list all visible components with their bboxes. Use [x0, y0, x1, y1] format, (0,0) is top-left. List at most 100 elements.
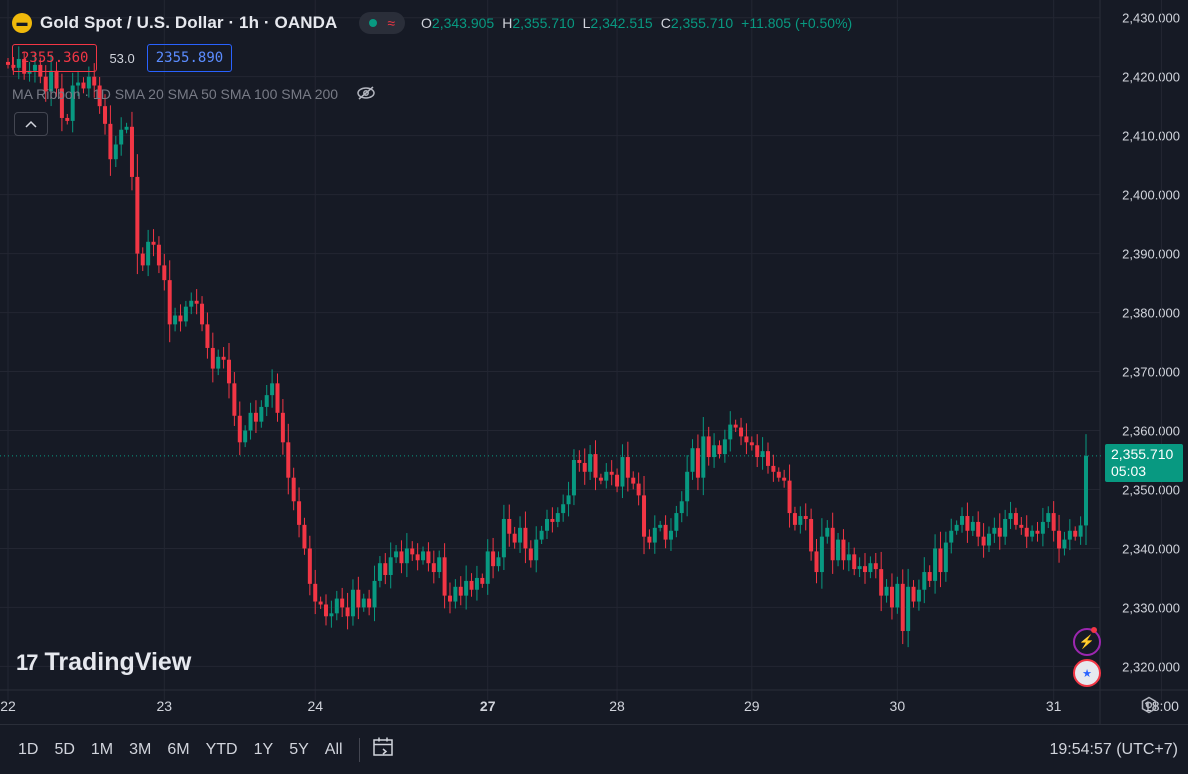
candle-body — [372, 580, 377, 608]
x-tick-label: 22 — [0, 698, 16, 714]
range-button-3m[interactable]: 3M — [129, 740, 152, 758]
ohlc-high-value: 2,355.710 — [512, 15, 575, 31]
candle-body — [1013, 513, 1018, 525]
lightning-icon[interactable]: ⚡ — [1073, 628, 1101, 656]
y-tick-label: 2,390.000 — [1122, 247, 1180, 262]
range-button-ytd[interactable]: YTD — [205, 740, 238, 758]
candle-body — [1035, 530, 1040, 534]
range-button-all[interactable]: All — [324, 740, 343, 758]
candle-body — [561, 504, 566, 514]
ohlc-low-key: L — [582, 15, 591, 31]
candle-body — [501, 518, 506, 558]
candle-body — [270, 383, 275, 396]
range-button-1m[interactable]: 1M — [90, 740, 114, 758]
buy-button[interactable]: 2355.890 — [146, 44, 233, 72]
candle-body — [512, 533, 517, 543]
candle-body — [318, 601, 323, 605]
range-button-6m[interactable]: 6M — [167, 740, 190, 758]
ohlc-close-key: C — [660, 15, 671, 31]
candle-body — [65, 117, 70, 121]
candle-body — [911, 586, 916, 602]
range-button-1y[interactable]: 1Y — [253, 740, 274, 758]
candle-body — [863, 566, 868, 573]
chevron-up-icon[interactable] — [14, 112, 48, 136]
ohlc-close-value: 2,355.710 — [670, 15, 734, 31]
candle-body — [1019, 524, 1024, 528]
candle-body — [97, 85, 102, 107]
y-tick-label: 2,380.000 — [1122, 306, 1180, 321]
range-button-1d[interactable]: 1D — [18, 740, 39, 758]
candle-body — [949, 530, 954, 543]
sell-button[interactable]: 2355.360 — [12, 44, 98, 72]
candle-body — [620, 457, 625, 487]
candle-body — [156, 244, 161, 266]
x-tick-label: 23 — [157, 698, 173, 714]
candle-body — [819, 536, 824, 573]
candle-body — [609, 471, 614, 475]
candle-body — [879, 569, 884, 596]
indicator-legend[interactable]: MA Ribbon · 1D SMA 20 SMA 50 SMA 100 SMA… — [12, 84, 376, 104]
y-tick-label: 2,410.000 — [1122, 129, 1180, 144]
calendar-range-icon[interactable] — [372, 736, 396, 763]
candle-body — [189, 300, 194, 307]
candle-body — [642, 495, 647, 537]
x-tick-label: 31 — [1046, 698, 1062, 714]
candle-body — [135, 176, 140, 254]
range-button-5y[interactable]: 5Y — [289, 740, 309, 758]
toolbar-divider — [358, 737, 360, 762]
candle-body — [280, 412, 285, 443]
gear-icon[interactable] — [1140, 696, 1158, 719]
notification-dot — [1091, 627, 1097, 633]
candle-body — [884, 586, 889, 596]
candle-body — [383, 563, 388, 575]
market-open-dot-icon — [369, 19, 378, 27]
candle-body — [291, 477, 296, 502]
candle-body — [825, 527, 830, 537]
us-flag-icon[interactable]: ★ — [1073, 659, 1101, 687]
y-tick-label: 2,400.000 — [1122, 188, 1180, 203]
candle-body — [377, 563, 382, 581]
ohlc-change: +11.805 (+0.50%) — [741, 15, 853, 31]
indicator-label[interactable]: MA Ribbon · 1D SMA 20 SMA 50 SMA 100 SMA… — [12, 86, 339, 102]
candle-body — [474, 577, 479, 590]
range-button-5d[interactable]: 5D — [54, 740, 75, 758]
candle-body — [167, 280, 172, 325]
candle-body — [647, 536, 652, 543]
ohlc-values: O2,343.905 H2,355.710 L2,342.515 C2,355.… — [421, 15, 852, 31]
candle-body — [695, 448, 700, 478]
candle-body — [518, 527, 523, 543]
symbol-title[interactable]: Gold Spot / U.S. Dollar · 1h · OANDA — [40, 13, 338, 32]
market-status-pill[interactable]: ≈ — [359, 12, 406, 34]
last-price-value: 2,355.710 — [1111, 446, 1174, 462]
candle-body — [200, 303, 205, 325]
clock-timezone[interactable]: 19:54:57 (UTC+7) — [1049, 740, 1178, 758]
candle-body — [760, 451, 765, 458]
eye-crossed-icon[interactable] — [356, 85, 376, 104]
candle-body — [652, 527, 657, 543]
candle-body — [598, 477, 603, 481]
candle-body — [755, 445, 760, 458]
candle-body — [970, 521, 975, 531]
candle-body — [1073, 530, 1078, 537]
candle-body — [588, 454, 593, 472]
candle-body — [410, 548, 415, 555]
candle-body — [722, 439, 727, 455]
candle-body — [59, 88, 64, 118]
gold-coin-icon: ▬ — [12, 13, 32, 33]
candle-body — [749, 442, 754, 446]
candle-body — [733, 424, 738, 428]
candle-body — [162, 265, 167, 281]
candle-body — [356, 589, 361, 608]
candle-body — [798, 516, 803, 525]
candle-body — [782, 477, 787, 481]
bar-countdown: 05:03 — [1111, 463, 1147, 479]
candlestick-chart[interactable]: 2,320.000 2,330.000 2,340.000 2,350.000 2,36… — [0, 0, 1188, 724]
candle-body — [415, 554, 420, 561]
y-tick-label: 2,420.000 — [1122, 70, 1180, 85]
candle-body — [480, 577, 485, 584]
candle-body — [571, 460, 576, 496]
tradingview-logo[interactable]: 17 TradingView — [16, 648, 191, 677]
candle-body — [307, 548, 312, 584]
candle-body — [690, 448, 695, 472]
candle-body — [739, 427, 744, 437]
